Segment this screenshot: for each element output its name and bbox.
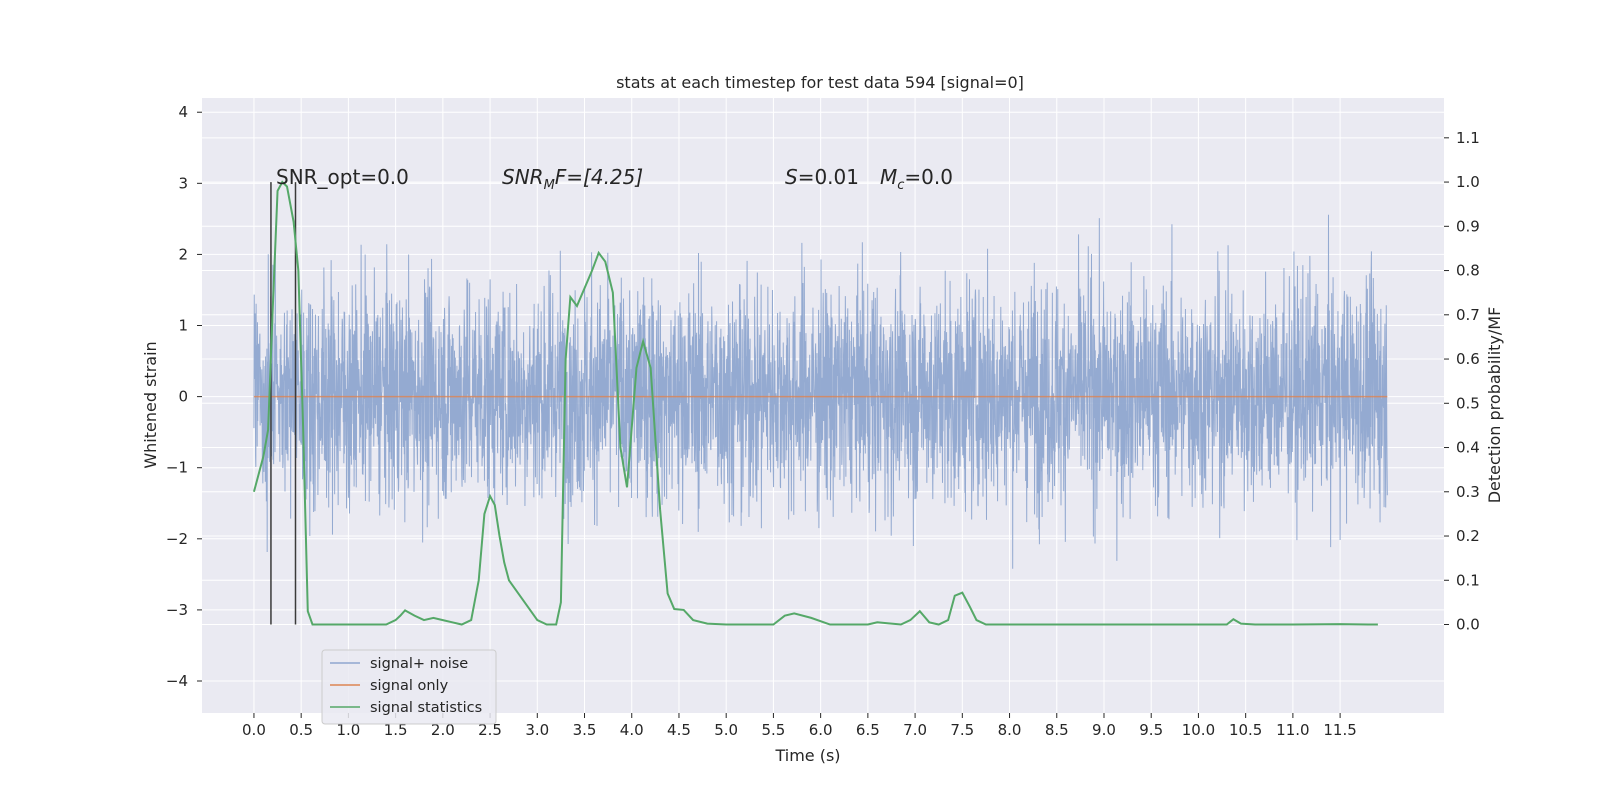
ticks: 0.0 0.5 1.0 1.5 2.0 2.5 3.0 3.5 4.0 4.5 5.0 5.5 6.0 6… <box>166 103 1480 739</box>
x-tick-label: 11.5 <box>1323 721 1356 739</box>
legend-label-signal-noise: signal+ noise <box>370 656 468 672</box>
x-tick-label: 3.0 <box>525 721 549 739</box>
legend: signal+ noise signal only signal statist… <box>321 649 497 725</box>
x-tick-label: 8.5 <box>1045 721 1069 739</box>
annotation-mc-subscript: c <box>897 178 904 193</box>
y-right-tick-label: 0.9 <box>1456 217 1480 235</box>
x-tick-label: 6.0 <box>809 721 833 739</box>
x-tick-label: 6.5 <box>856 721 880 739</box>
y-tick-label: 3 <box>178 174 188 192</box>
signal-noise-series <box>253 214 1388 569</box>
x-tick-label: 4.5 <box>667 721 691 739</box>
annotation-s: S=0.01 <box>785 165 859 189</box>
x-tick-label: 9.5 <box>1139 721 1163 739</box>
y-right-tick-label: 0.7 <box>1456 306 1480 324</box>
y-right-tick-label: 0.8 <box>1456 262 1480 280</box>
y-axis-right-label: Detection probability/MF <box>1485 307 1504 504</box>
annotation-snr-mf: SNRMF=[4.25] <box>502 165 643 193</box>
y-right-tick-label: 0.1 <box>1456 571 1480 589</box>
annotation-mc: Mc=0.0 <box>880 165 953 193</box>
legend-box <box>321 649 497 725</box>
annotation-snr-mf-symbol: SNR <box>502 165 544 189</box>
y-axis-label: Whitened strain <box>141 341 160 468</box>
x-tick-label: 5.0 <box>714 721 738 739</box>
y-tick-label: −1 <box>166 459 188 477</box>
y-right-tick-label: 0.2 <box>1456 527 1480 545</box>
annotation-s-symbol: S <box>785 165 798 189</box>
legend-label-signal-statistics: signal statistics <box>370 700 482 716</box>
x-tick-label: 10.5 <box>1229 721 1262 739</box>
x-tick-label: 5.5 <box>761 721 785 739</box>
y-right-tick-label: 0.5 <box>1456 394 1480 412</box>
y-tick-label: 1 <box>178 317 188 335</box>
x-tick-label: 4.0 <box>620 721 644 739</box>
x-tick-label: 1.0 <box>336 721 360 739</box>
x-tick-label: 2.5 <box>478 721 502 739</box>
annotation-snr-mf-value: F=[4.25] <box>555 165 643 189</box>
y-right-tick-label: 0.6 <box>1456 350 1480 368</box>
y-tick-label: 0 <box>178 388 188 406</box>
x-axis-label: Time (s) <box>774 746 840 765</box>
x-tick-label: 1.5 <box>384 721 408 739</box>
legend-label-signal-only: signal only <box>370 678 449 694</box>
annotation-snr-mf-subscript: M <box>544 178 555 193</box>
signal-noise-line <box>253 214 1388 569</box>
x-tick-label: 7.5 <box>950 721 974 739</box>
x-tick-label: 9.0 <box>1092 721 1116 739</box>
annotation-mc-value: =0.0 <box>904 165 953 189</box>
signal-statistics-line <box>252 180 1378 626</box>
x-tick-label: 3.5 <box>573 721 597 739</box>
y-right-tick-label: 1.1 <box>1456 129 1480 147</box>
y-right-tick-label: 0.4 <box>1456 439 1480 457</box>
x-tick-label: 2.0 <box>431 721 455 739</box>
y-tick-label: −2 <box>166 530 188 548</box>
y-tick-label: −4 <box>166 672 188 690</box>
annotation-snr-opt: SNR_opt=0.0 <box>276 165 409 189</box>
x-tick-label: 7.0 <box>903 721 927 739</box>
y-right-tick-label: 1.0 <box>1456 173 1480 191</box>
y-tick-label: 4 <box>178 103 188 121</box>
y-tick-label: 2 <box>178 245 188 263</box>
x-tick-label: 11.0 <box>1276 721 1309 739</box>
chart-title: stats at each timestep for test data 594… <box>616 73 1024 92</box>
y-right-tick-label: 0.3 <box>1456 483 1480 501</box>
lines <box>252 180 1388 626</box>
x-tick-label: 10.0 <box>1182 721 1215 739</box>
x-tick-label: 8.0 <box>998 721 1022 739</box>
x-tick-label: 0.0 <box>242 721 266 739</box>
x-tick-label: 0.5 <box>289 721 313 739</box>
y-tick-label: −3 <box>166 601 188 619</box>
annotation-s-value: =0.01 <box>798 165 859 189</box>
annotation-mc-symbol: M <box>880 165 897 189</box>
y-right-tick-label: 0.0 <box>1456 616 1480 634</box>
